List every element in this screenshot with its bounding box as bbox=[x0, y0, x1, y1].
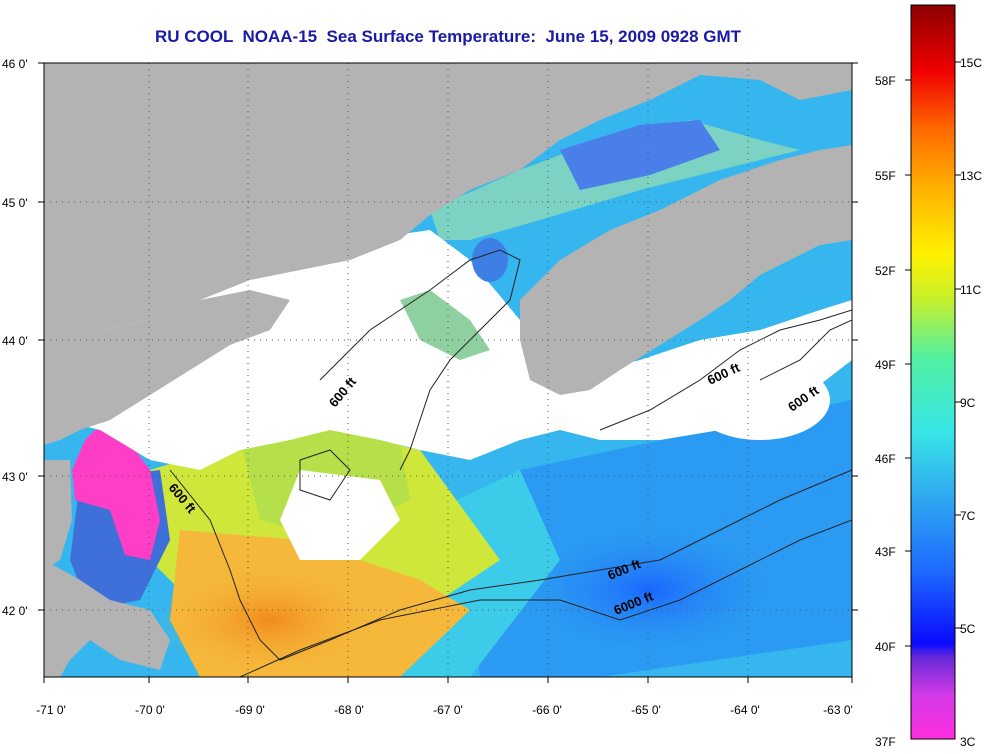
colorbar-c-label: 15C bbox=[960, 56, 982, 70]
colorbar-f-label: 37F bbox=[875, 735, 896, 749]
colorbar-c-label: 9C bbox=[960, 396, 976, 410]
colorbar-f-label: 52F bbox=[875, 264, 896, 278]
sst-cold-upwelling bbox=[72, 430, 160, 560]
land-maine-coast bbox=[44, 290, 290, 445]
lon-tick-label: -71 0' bbox=[36, 703, 66, 717]
lat-tick-label: 43 0' bbox=[2, 470, 28, 484]
lat-tick-label: 46 0' bbox=[2, 57, 28, 71]
lon-tick-label: -66 0' bbox=[532, 703, 562, 717]
lon-axis: -71 0' -70 0' -69 0' -68 0' -67 0' -66 0… bbox=[36, 677, 853, 717]
lon-tick-label: -65 0' bbox=[631, 703, 661, 717]
lon-tick-label: -67 0' bbox=[433, 703, 463, 717]
land-cape-cod bbox=[44, 560, 170, 677]
colorbar-f-label: 43F bbox=[875, 545, 896, 559]
colorbar-gradient bbox=[910, 4, 956, 740]
lon-tick-label: -69 0' bbox=[235, 703, 265, 717]
sst-fundy-cold bbox=[560, 120, 720, 190]
colorbar-c-label: 7C bbox=[960, 509, 976, 523]
map-title: RU COOL NOAA-15 Sea Surface Temperature:… bbox=[154, 27, 742, 46]
lon-tick-label: -63 0' bbox=[823, 703, 853, 717]
contour-600ft bbox=[169, 469, 852, 661]
colorbar-f-label: 49F bbox=[875, 358, 896, 372]
colorbar-f-label: 55F bbox=[875, 169, 896, 183]
sst-warm-core bbox=[160, 565, 380, 675]
colorbar-c-label: 3C bbox=[960, 735, 976, 749]
contour-600ft-ne bbox=[759, 319, 852, 381]
sst-cold-core bbox=[530, 530, 770, 650]
colorbar-c-label: 11C bbox=[960, 283, 981, 297]
land-nova-scotia bbox=[520, 145, 852, 395]
lat-tick-label: 45 0' bbox=[2, 196, 28, 210]
lon-tick-label: -68 0' bbox=[334, 703, 364, 717]
lat-tick-label: 44 0' bbox=[2, 334, 28, 348]
colorbar: 58F 55F 52F 49F 46F 43F 40F 37F 15C 13C … bbox=[875, 4, 982, 749]
lat-axis: 46 0' 45 0' 44 0' 43 0' 42 0' bbox=[2, 57, 858, 618]
land-massachusetts bbox=[44, 460, 72, 570]
contour-bank bbox=[299, 449, 351, 501]
graticule bbox=[44, 63, 852, 677]
contour-600ft-ns bbox=[599, 309, 852, 431]
contour-600ft-gulf bbox=[319, 249, 521, 471]
map-area[interactable] bbox=[44, 63, 852, 677]
lon-tick-label: -64 0' bbox=[730, 703, 760, 717]
cloud-mask-3 bbox=[690, 360, 830, 440]
colorbar-c-label: 5C bbox=[960, 622, 976, 636]
cloud-mask-2 bbox=[280, 470, 400, 560]
colorbar-f-label: 46F bbox=[875, 452, 896, 466]
sst-fragment-2 bbox=[472, 238, 508, 282]
colorbar-f-label: 40F bbox=[875, 640, 896, 654]
colorbar-c-label: 13C bbox=[960, 169, 982, 183]
lon-tick-label: -70 0' bbox=[135, 703, 165, 717]
colorbar-f-label: 58F bbox=[875, 74, 896, 88]
lat-tick-label: 42 0' bbox=[2, 604, 28, 618]
